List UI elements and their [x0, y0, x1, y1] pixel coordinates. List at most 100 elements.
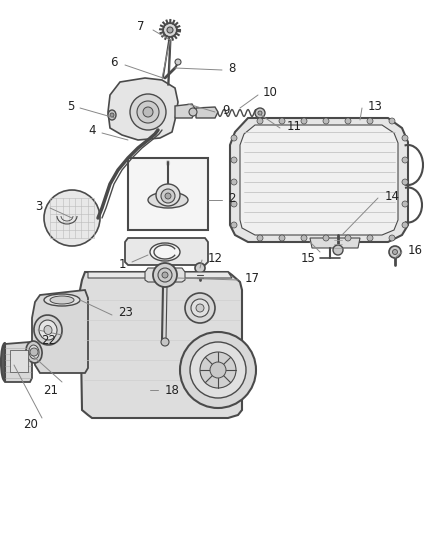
Polygon shape [230, 118, 408, 242]
Circle shape [345, 118, 351, 124]
Text: 22: 22 [41, 334, 56, 346]
Circle shape [110, 113, 114, 117]
Circle shape [402, 157, 408, 163]
Text: 20: 20 [23, 418, 38, 432]
Text: 18: 18 [165, 384, 180, 397]
Text: 16: 16 [408, 244, 423, 256]
Ellipse shape [50, 296, 74, 304]
Ellipse shape [148, 192, 188, 208]
Circle shape [257, 235, 263, 241]
Polygon shape [125, 238, 208, 265]
Circle shape [255, 108, 265, 118]
Polygon shape [80, 272, 242, 418]
Text: 14: 14 [385, 190, 400, 203]
Text: 2: 2 [228, 191, 236, 205]
Circle shape [345, 235, 351, 241]
Polygon shape [196, 107, 218, 118]
Bar [128, 158, 208, 230]
Circle shape [367, 235, 373, 241]
Circle shape [258, 111, 262, 115]
Circle shape [389, 246, 401, 258]
Circle shape [210, 362, 226, 378]
Circle shape [402, 222, 408, 228]
Polygon shape [32, 290, 88, 373]
Circle shape [200, 352, 236, 388]
Circle shape [130, 94, 166, 130]
Circle shape [163, 23, 177, 37]
Ellipse shape [44, 294, 80, 306]
Text: 6: 6 [110, 56, 118, 69]
Text: 9: 9 [222, 103, 230, 117]
Text: 1: 1 [119, 257, 126, 271]
Circle shape [402, 201, 408, 207]
Circle shape [153, 263, 177, 287]
Ellipse shape [26, 341, 42, 363]
Polygon shape [175, 104, 196, 118]
Circle shape [137, 101, 159, 123]
Text: 8: 8 [228, 61, 235, 75]
Circle shape [190, 342, 246, 398]
Text: 4: 4 [88, 125, 96, 138]
Polygon shape [88, 272, 232, 278]
Text: 11: 11 [287, 119, 302, 133]
Ellipse shape [34, 315, 62, 345]
Ellipse shape [150, 243, 180, 261]
Text: 17: 17 [245, 271, 260, 285]
Circle shape [167, 27, 173, 33]
Circle shape [44, 190, 100, 246]
Circle shape [301, 118, 307, 124]
Circle shape [231, 222, 237, 228]
Circle shape [279, 118, 285, 124]
Circle shape [143, 107, 153, 117]
Circle shape [323, 235, 329, 241]
Circle shape [279, 235, 285, 241]
Circle shape [257, 118, 263, 124]
Circle shape [175, 59, 181, 65]
Text: 7: 7 [138, 20, 145, 34]
Text: 15: 15 [301, 252, 316, 264]
Circle shape [231, 135, 237, 141]
Circle shape [161, 338, 169, 346]
Ellipse shape [44, 326, 52, 335]
Circle shape [189, 108, 197, 116]
Circle shape [301, 235, 307, 241]
Text: 5: 5 [67, 100, 74, 112]
Circle shape [389, 118, 395, 124]
Circle shape [191, 299, 209, 317]
Ellipse shape [156, 184, 180, 206]
Text: 3: 3 [35, 199, 43, 213]
Bar [10, 350, 28, 372]
Circle shape [158, 268, 172, 282]
Circle shape [333, 245, 343, 255]
Circle shape [392, 249, 398, 254]
Circle shape [180, 332, 256, 408]
Text: 13: 13 [368, 100, 383, 112]
Ellipse shape [29, 345, 39, 359]
Circle shape [323, 118, 329, 124]
Polygon shape [3, 342, 32, 382]
Polygon shape [145, 268, 185, 282]
Circle shape [402, 179, 408, 185]
Circle shape [30, 348, 38, 356]
Polygon shape [108, 78, 178, 140]
Circle shape [231, 179, 237, 185]
Circle shape [196, 304, 204, 312]
Text: 12: 12 [208, 252, 223, 264]
Polygon shape [240, 125, 398, 235]
Circle shape [402, 135, 408, 141]
Circle shape [161, 189, 175, 203]
Circle shape [195, 263, 205, 273]
Circle shape [231, 157, 237, 163]
Circle shape [165, 193, 171, 199]
Text: 23: 23 [118, 306, 133, 319]
Circle shape [185, 293, 215, 323]
Ellipse shape [39, 320, 57, 340]
Circle shape [367, 118, 373, 124]
Circle shape [389, 235, 395, 241]
Text: 21: 21 [43, 384, 58, 397]
Circle shape [162, 272, 168, 278]
Ellipse shape [108, 110, 116, 120]
Text: 10: 10 [263, 86, 278, 100]
Circle shape [231, 201, 237, 207]
Polygon shape [310, 238, 360, 248]
